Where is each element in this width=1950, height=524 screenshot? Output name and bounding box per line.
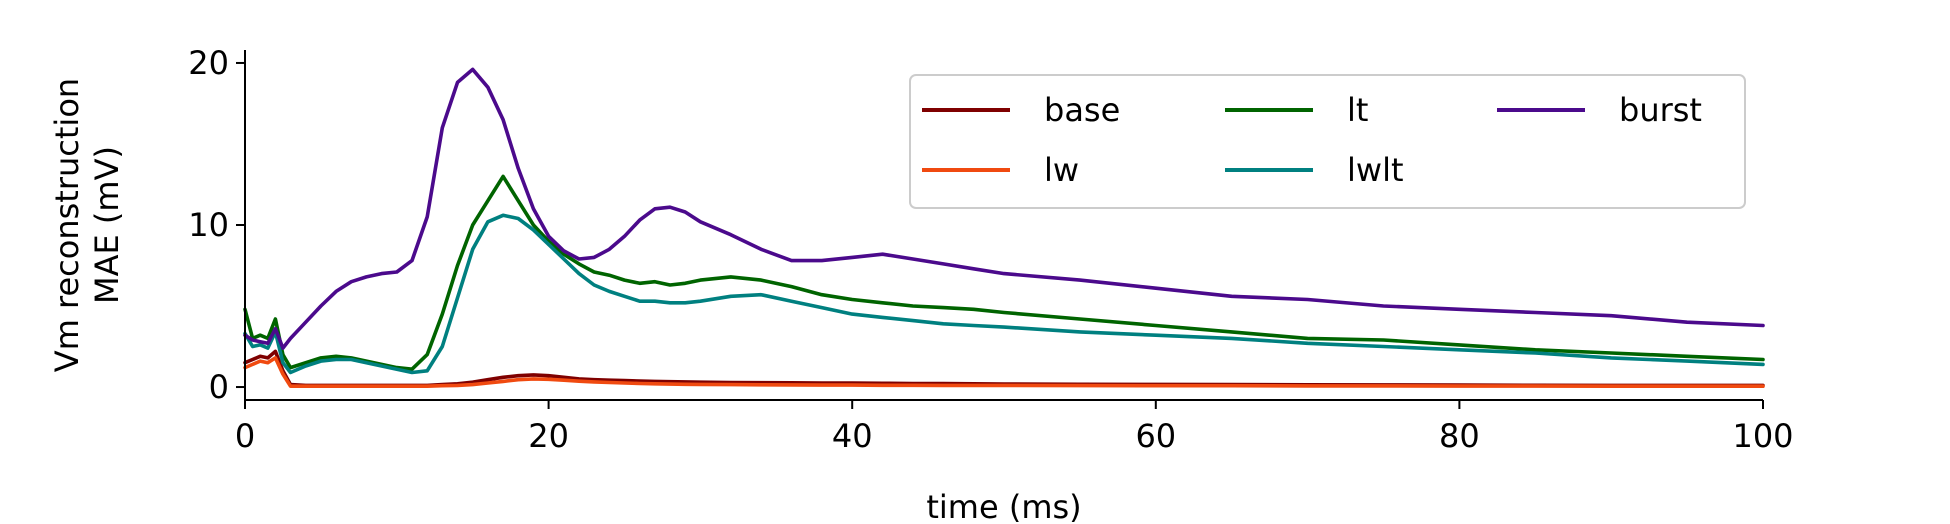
x-tick-label: 60 bbox=[1135, 417, 1176, 455]
x-axis-title: time (ms) bbox=[926, 488, 1081, 524]
axes: 0 20 40 60 80 100 0 10 20 bbox=[188, 44, 1793, 455]
y-tick-label: 10 bbox=[188, 206, 229, 244]
x-tick-label: 20 bbox=[528, 417, 569, 455]
legend-label-lt: lt bbox=[1347, 91, 1368, 129]
x-tick-label: 0 bbox=[235, 417, 255, 455]
series-line-lt bbox=[243, 174, 1765, 371]
series-line-burst bbox=[243, 67, 1765, 350]
series-line-lwlt bbox=[243, 213, 1765, 375]
x-tick-label: 100 bbox=[1732, 417, 1793, 455]
legend-label-base: base bbox=[1044, 91, 1120, 129]
series-line-base bbox=[243, 349, 1765, 388]
x-axis-ticks: 0 20 40 60 80 100 bbox=[235, 400, 1794, 455]
y-axis-title-line-1: Vm reconstruction bbox=[48, 78, 86, 372]
y-tick-label: 20 bbox=[188, 44, 229, 82]
y-axis-ticks: 0 10 20 bbox=[188, 44, 245, 406]
x-tick-label: 80 bbox=[1439, 417, 1480, 455]
legend-label-burst: burst bbox=[1619, 91, 1702, 129]
y-axis-title: Vm reconstruction MAE (mV) bbox=[48, 78, 126, 372]
plot-area bbox=[243, 67, 1765, 388]
y-tick-label: 0 bbox=[209, 368, 229, 406]
legend-label-lw: lw bbox=[1044, 151, 1079, 189]
y-axis-title-line-2: MAE (mV) bbox=[88, 146, 126, 304]
series-line-lw bbox=[243, 356, 1765, 388]
x-tick-label: 40 bbox=[832, 417, 873, 455]
legend-label-lwlt: lwlt bbox=[1347, 151, 1404, 189]
